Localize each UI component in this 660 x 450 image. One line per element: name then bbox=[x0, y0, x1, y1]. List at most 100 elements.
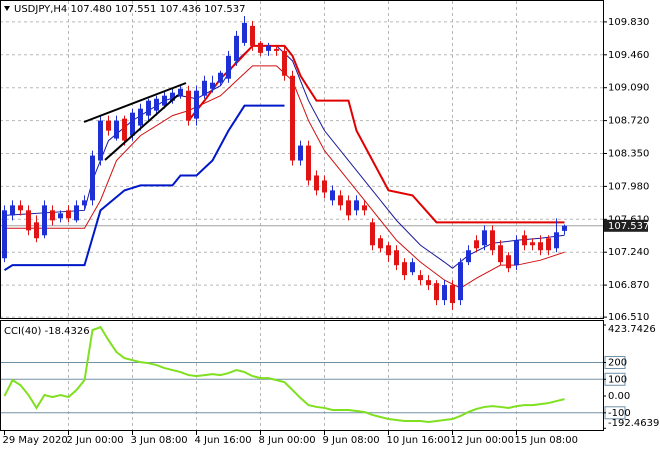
y-tick-label: 108.350 bbox=[608, 148, 649, 159]
candle-body bbox=[306, 145, 311, 181]
current-price-box bbox=[604, 219, 648, 232]
y-tick-label: 107.980 bbox=[608, 181, 649, 192]
x-tick-label: 15 Jun 08:00 bbox=[515, 435, 579, 446]
chart-header: USDJPY,H4 107.480 107.551 107.436 107.53… bbox=[14, 4, 245, 15]
cci-panel-frame bbox=[0, 320, 604, 431]
y-tick-label: 108.720 bbox=[608, 116, 649, 127]
candle-body bbox=[554, 232, 559, 249]
candle-body bbox=[514, 240, 519, 266]
high-label: 107.551 bbox=[115, 4, 156, 15]
candle-body bbox=[410, 262, 415, 273]
candle-body bbox=[434, 283, 439, 301]
candle-body bbox=[386, 245, 391, 256]
candle-body bbox=[130, 112, 135, 136]
price-panel-frame bbox=[0, 0, 604, 319]
candle-body bbox=[298, 145, 303, 161]
candle-body bbox=[194, 90, 199, 119]
candle-body bbox=[330, 190, 335, 201]
x-tick-label: 3 Jun 08:00 bbox=[131, 435, 188, 446]
candle-body bbox=[210, 82, 215, 89]
candle-body bbox=[378, 238, 383, 249]
candle-body bbox=[370, 222, 375, 246]
candle-body bbox=[530, 242, 535, 246]
cci-line bbox=[3, 325, 565, 424]
candle-body bbox=[218, 72, 223, 83]
candle-body bbox=[242, 22, 247, 43]
candle-body bbox=[490, 230, 495, 251]
candle-body bbox=[346, 200, 351, 216]
cci-title: CCI(40) bbox=[4, 326, 42, 337]
close-label: 107.537 bbox=[204, 4, 245, 15]
candle-body bbox=[202, 80, 207, 96]
x-tick-label: 4 Jun 16:00 bbox=[195, 435, 252, 446]
candle-body bbox=[498, 245, 503, 263]
x-tick-label: 12 Jun 00:00 bbox=[451, 435, 515, 446]
candle-body bbox=[66, 210, 71, 219]
candle-body bbox=[42, 205, 47, 236]
candle-body bbox=[426, 280, 431, 286]
candle-body bbox=[394, 250, 399, 266]
open-label: 107.480 bbox=[70, 4, 111, 15]
candle-body bbox=[90, 155, 95, 201]
x-tick-label: 2 Jun 00:00 bbox=[67, 435, 124, 446]
collapse-icon bbox=[4, 6, 10, 11]
candle-body bbox=[402, 262, 407, 276]
trend-line bbox=[83, 82, 187, 123]
candle-body bbox=[234, 35, 239, 61]
candle-body bbox=[74, 205, 79, 221]
candle-body bbox=[58, 213, 63, 219]
indicator-line bbox=[4, 45, 565, 269]
y-tick-label: 109.460 bbox=[608, 50, 649, 61]
candle-body bbox=[34, 222, 39, 239]
candle-body bbox=[418, 275, 423, 281]
candle-body bbox=[354, 200, 359, 211]
candle-body bbox=[2, 210, 7, 259]
candle-body bbox=[322, 180, 327, 193]
candle-body bbox=[170, 92, 175, 101]
candle-body bbox=[522, 235, 527, 246]
candle-body bbox=[266, 45, 271, 51]
candle-body bbox=[50, 210, 55, 221]
candle-body bbox=[442, 285, 447, 301]
candle-body bbox=[274, 48, 279, 51]
low-label: 107.436 bbox=[160, 4, 201, 15]
candle-body bbox=[178, 88, 183, 96]
cci-tick-label: -192.4639 bbox=[608, 418, 659, 429]
candle-body bbox=[106, 120, 111, 131]
candle-body bbox=[258, 42, 263, 53]
cci-last-value: -18.4326 bbox=[45, 326, 90, 337]
candle-body bbox=[10, 205, 15, 216]
cci-tick-label: -100 bbox=[608, 408, 631, 419]
candle-body bbox=[18, 205, 23, 211]
grid-layer bbox=[0, 1, 603, 430]
cci-tick-label: 200 bbox=[608, 358, 627, 369]
candle-body bbox=[562, 225, 567, 231]
y-tick-label: 109.830 bbox=[608, 17, 649, 28]
label-layer: 109.830 109.460 109.090 108.720 108.350 107.9… bbox=[3, 17, 660, 446]
candle-body bbox=[362, 205, 367, 211]
candle-body bbox=[474, 240, 479, 249]
candle-body bbox=[482, 230, 487, 246]
cci-tick-label: 423.7426 bbox=[608, 324, 656, 335]
candle-body bbox=[338, 195, 343, 206]
x-tick-label: 10 Jun 16:00 bbox=[387, 435, 451, 446]
x-tick-label: 9 Jun 08:00 bbox=[323, 435, 380, 446]
x-tick-label: 29 May 2020 bbox=[3, 435, 68, 446]
trend-line bbox=[104, 94, 179, 161]
y-tick-label: 107.240 bbox=[608, 247, 649, 258]
candle-layer bbox=[2, 15, 567, 311]
candle-body bbox=[538, 242, 543, 251]
current-price-label: 107.537 bbox=[608, 221, 649, 232]
y-tick-label: 109.090 bbox=[608, 83, 649, 94]
candle-body bbox=[546, 238, 551, 251]
candle-body bbox=[466, 250, 471, 263]
candle-body bbox=[250, 25, 255, 46]
candle-body bbox=[314, 175, 319, 191]
candle-body bbox=[162, 95, 167, 106]
cci-tick-label: 100 bbox=[608, 374, 627, 385]
candle-body bbox=[282, 50, 287, 76]
x-tick-label: 8 Jun 00:00 bbox=[259, 435, 316, 446]
candle-body bbox=[226, 55, 231, 79]
